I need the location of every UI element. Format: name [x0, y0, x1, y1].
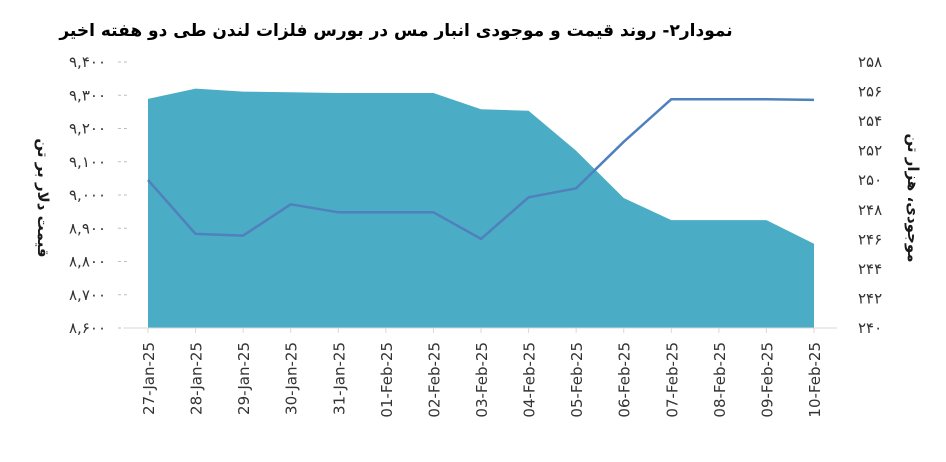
left-tick-label: ۹,۳۰۰ — [69, 86, 106, 104]
left-tick-label: ۹,۰۰۰ — [69, 186, 106, 204]
inventory-area-layer — [148, 88, 814, 328]
price-line-layer — [147, 97, 815, 241]
right-tick-label: ۲۴۸ — [858, 201, 882, 219]
x-tick-label: 10-Feb-25 — [806, 342, 824, 418]
right-axis-label: موجودی، هزار تن — [904, 133, 922, 262]
right-tick-label: ۲۵۲ — [858, 142, 882, 160]
chart-title: نمودار۲- روند قیمت و موجودی انبار مس در … — [58, 21, 732, 41]
x-tick-label: 06-Feb-25 — [616, 342, 634, 418]
left-axis-ticks: ۸,۶۰۰ ۸,۷۰۰ ۸,۸۰۰ ۸,۹۰۰ ۹,۰۰۰ ۹,۱۰۰ ۹,۲۰۰ ۹,۳۰۰… — [69, 53, 130, 337]
right-tick-label: ۲۴۴ — [858, 260, 882, 278]
right-tick-label: ۲۴۰ — [858, 319, 882, 337]
left-tick-label: ۸,۸۰۰ — [69, 253, 106, 271]
right-tick-label: ۲۵۰ — [858, 171, 882, 189]
right-tick-label: ۲۵۸ — [858, 53, 882, 71]
right-tick-label: ۲۵۶ — [858, 83, 882, 101]
left-tick-label: ۸,۶۰۰ — [69, 319, 106, 337]
left-tick-label: ۸,۹۰۰ — [69, 219, 106, 237]
left-tick-label: ۹,۱۰۰ — [69, 153, 106, 171]
x-tick-label: 30-Jan-25 — [283, 342, 301, 415]
x-tick-label: 31-Jan-25 — [330, 342, 348, 415]
left-tick-label: ۸,۷۰۰ — [69, 286, 106, 304]
x-tick-label: 07-Feb-25 — [663, 342, 681, 418]
left-axis-label: قیمت دلار بر تن — [34, 138, 52, 257]
x-tick-label: 28-Jan-25 — [188, 342, 206, 415]
right-axis-ticks: ۲۴۰ ۲۴۲ ۲۴۴ ۲۴۶ ۲۴۸ ۲۵۰ ۲۵۲ ۲۵۴ ۲۵۶ ۲۵۸ — [858, 53, 882, 337]
right-tick-label: ۲۴۶ — [858, 230, 882, 248]
x-tick-label: 01-Feb-25 — [378, 342, 396, 418]
x-tick-label: 05-Feb-25 — [568, 342, 586, 418]
x-tick-label: 27-Jan-25 — [140, 342, 158, 415]
right-tick-label: ۲۵۴ — [858, 112, 882, 130]
x-axis-ticks: 27-Jan-25 28-Jan-25 29-Jan-25 30-Jan-25 31-J… — [140, 328, 824, 418]
right-tick-label: ۲۴۲ — [858, 289, 882, 307]
x-tick-label: 03-Feb-25 — [473, 342, 491, 418]
x-tick-label: 02-Feb-25 — [425, 342, 443, 418]
x-tick-label: 29-Jan-25 — [235, 342, 253, 415]
inventory-area — [148, 88, 814, 328]
price-line — [147, 97, 815, 241]
left-tick-label: ۹,۴۰۰ — [69, 53, 106, 71]
x-tick-label: 08-Feb-25 — [711, 342, 729, 418]
x-tick-label: 09-Feb-25 — [758, 342, 776, 418]
left-tick-label: ۹,۲۰۰ — [69, 120, 106, 138]
x-tick-label: 04-Feb-25 — [521, 342, 539, 418]
